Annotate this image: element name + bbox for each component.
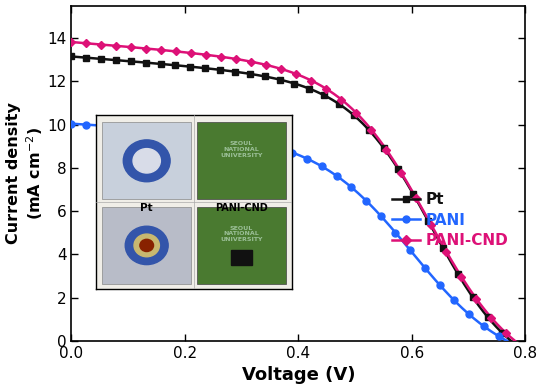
X-axis label: Voltage (V): Voltage (V) <box>242 367 355 385</box>
Y-axis label: Current density
(mA cm$^{-2}$): Current density (mA cm$^{-2}$) <box>5 102 45 244</box>
Legend: Pt, PANI, PANI-CND: Pt, PANI, PANI-CND <box>392 192 509 248</box>
